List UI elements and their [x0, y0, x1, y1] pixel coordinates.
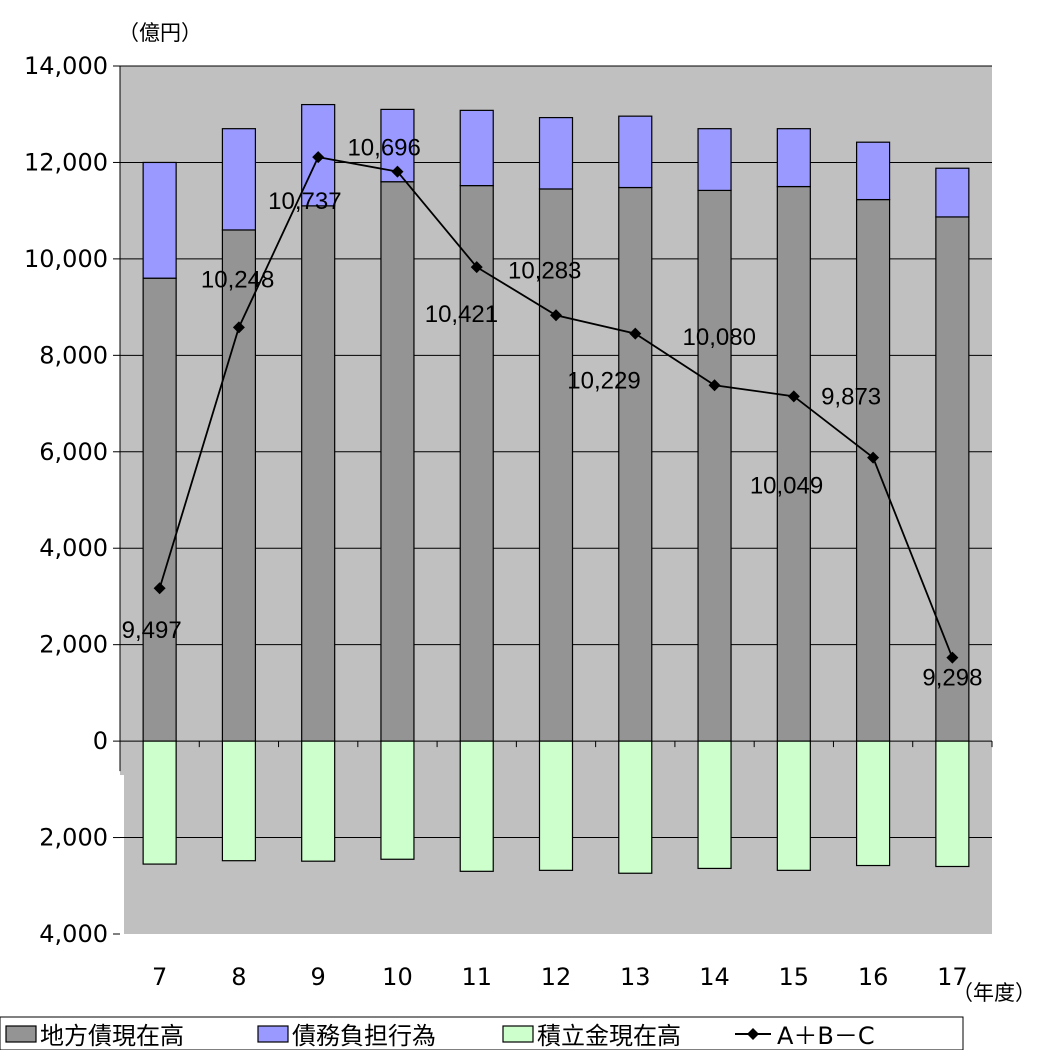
- y-tick-label: 0: [93, 727, 108, 755]
- data-label: 10,049: [750, 472, 823, 499]
- legend-swatch: [257, 1025, 289, 1043]
- bar-saimufutan: [935, 167, 970, 218]
- y-tick-label: 4,000: [39, 534, 108, 562]
- bar-chihousai: [380, 181, 415, 742]
- x-tick-label: 11: [461, 963, 492, 991]
- x-tick-label: 15: [779, 963, 810, 991]
- line-marker: [946, 651, 959, 664]
- x-tick-label: 10: [382, 963, 413, 991]
- line-marker: [391, 165, 404, 178]
- bar-saimufutan: [142, 161, 177, 279]
- x-tick-label: 16: [858, 963, 889, 991]
- bar-saimufutan: [618, 115, 653, 189]
- line-marker: [708, 379, 721, 392]
- bar-tsumitatekin: [142, 740, 177, 865]
- bar-chihousai: [221, 229, 257, 742]
- y-tick-label: 14,000: [24, 52, 108, 80]
- line-marker: [550, 309, 562, 322]
- bar-tsumitatekin: [538, 740, 574, 871]
- bar-chihousai: [459, 184, 494, 742]
- bar-tsumitatekin: [618, 740, 653, 874]
- y-tick-label: 8,000: [39, 341, 108, 369]
- x-tick-label: 7: [152, 963, 167, 991]
- y-unit-label: （億円）: [118, 21, 202, 45]
- y-tick-label: 4,000: [39, 920, 108, 948]
- bar-tsumitatekin: [697, 740, 732, 870]
- line-marker: [629, 327, 642, 340]
- data-label: 10,421: [425, 301, 498, 328]
- bar-chihousai: [618, 186, 653, 742]
- line-marker: [153, 582, 166, 595]
- line-marker: [867, 451, 880, 464]
- legend-label: 債務負担行為: [292, 1022, 436, 1050]
- bar-saimufutan: [459, 109, 494, 187]
- data-label: 9,873: [821, 384, 881, 411]
- bar-saimufutan: [697, 128, 732, 192]
- data-label: 10,696: [347, 135, 420, 162]
- x-axis: 7 8 9 10 11 12 13 14 15 16 17: [119, 740, 993, 991]
- x-tick-label: 8: [231, 963, 246, 991]
- legend-box: [0, 1016, 964, 1050]
- legend: 地方債現在高 債務負担行為 積立金現在高 A＋B－C: [0, 1016, 964, 1050]
- bar-tsumitatekin: [380, 740, 415, 860]
- data-label: 10,283: [508, 257, 581, 284]
- x-tick-label: 17: [937, 963, 968, 991]
- y-tick-label: 10,000: [24, 245, 108, 273]
- x-tick-label: 13: [620, 963, 651, 991]
- bar-chihousai: [855, 198, 891, 742]
- left-gap-mask: [0, 775, 124, 945]
- y-axis: 14,000 12,000 10,000 8,000 6,000 4,000 2,000 0 2…: [24, 52, 121, 948]
- bar-tsumitatekin: [776, 740, 811, 871]
- y-tick-label: 2,000: [39, 631, 108, 659]
- line-marker: [787, 390, 800, 403]
- data-label: 9,497: [122, 617, 182, 644]
- data-label: 10,080: [683, 324, 756, 351]
- bar-saimufutan: [776, 128, 811, 188]
- legend-swatch: [5, 1025, 37, 1043]
- data-label: 9,298: [922, 665, 982, 692]
- x-tick-label: 9: [311, 963, 326, 991]
- bar-tsumitatekin: [301, 740, 336, 862]
- bar-saimufutan: [855, 141, 891, 201]
- x-tick-label: 12: [541, 963, 572, 991]
- bars: [142, 103, 970, 874]
- data-label: 10,737: [268, 188, 341, 215]
- bar-chihousai: [301, 205, 336, 742]
- legend-label: 積立金現在高: [537, 1022, 681, 1050]
- y-tick-label: 6,000: [39, 438, 108, 466]
- bar-saimufutan: [538, 116, 574, 190]
- line-marker: [470, 261, 483, 274]
- bar-tsumitatekin: [855, 740, 891, 867]
- bar-tsumitatekin: [221, 740, 257, 862]
- legend-label: 地方債現在高: [40, 1022, 184, 1050]
- line-marker: [312, 151, 325, 164]
- legend-swatch: [502, 1025, 534, 1043]
- bar-chihousai: [776, 185, 811, 742]
- y-tick-label: 12,000: [24, 148, 108, 176]
- legend-marker: [747, 1028, 759, 1040]
- bar-tsumitatekin: [935, 740, 970, 868]
- bar-chihousai: [697, 189, 732, 742]
- data-label: 10,229: [567, 368, 640, 395]
- data-label: 10,248: [201, 266, 274, 293]
- bar-tsumitatekin: [459, 740, 494, 872]
- line-marker: [232, 321, 245, 334]
- legend-label: A＋B－C: [777, 1022, 875, 1050]
- x-unit-label: （年度）: [952, 981, 1036, 1005]
- bar-chihousai: [142, 277, 177, 742]
- bar-saimufutan: [221, 128, 257, 231]
- x-tick-label: 14: [699, 963, 730, 991]
- y-tick-label: 2,000: [39, 824, 108, 852]
- line-series: [153, 151, 959, 664]
